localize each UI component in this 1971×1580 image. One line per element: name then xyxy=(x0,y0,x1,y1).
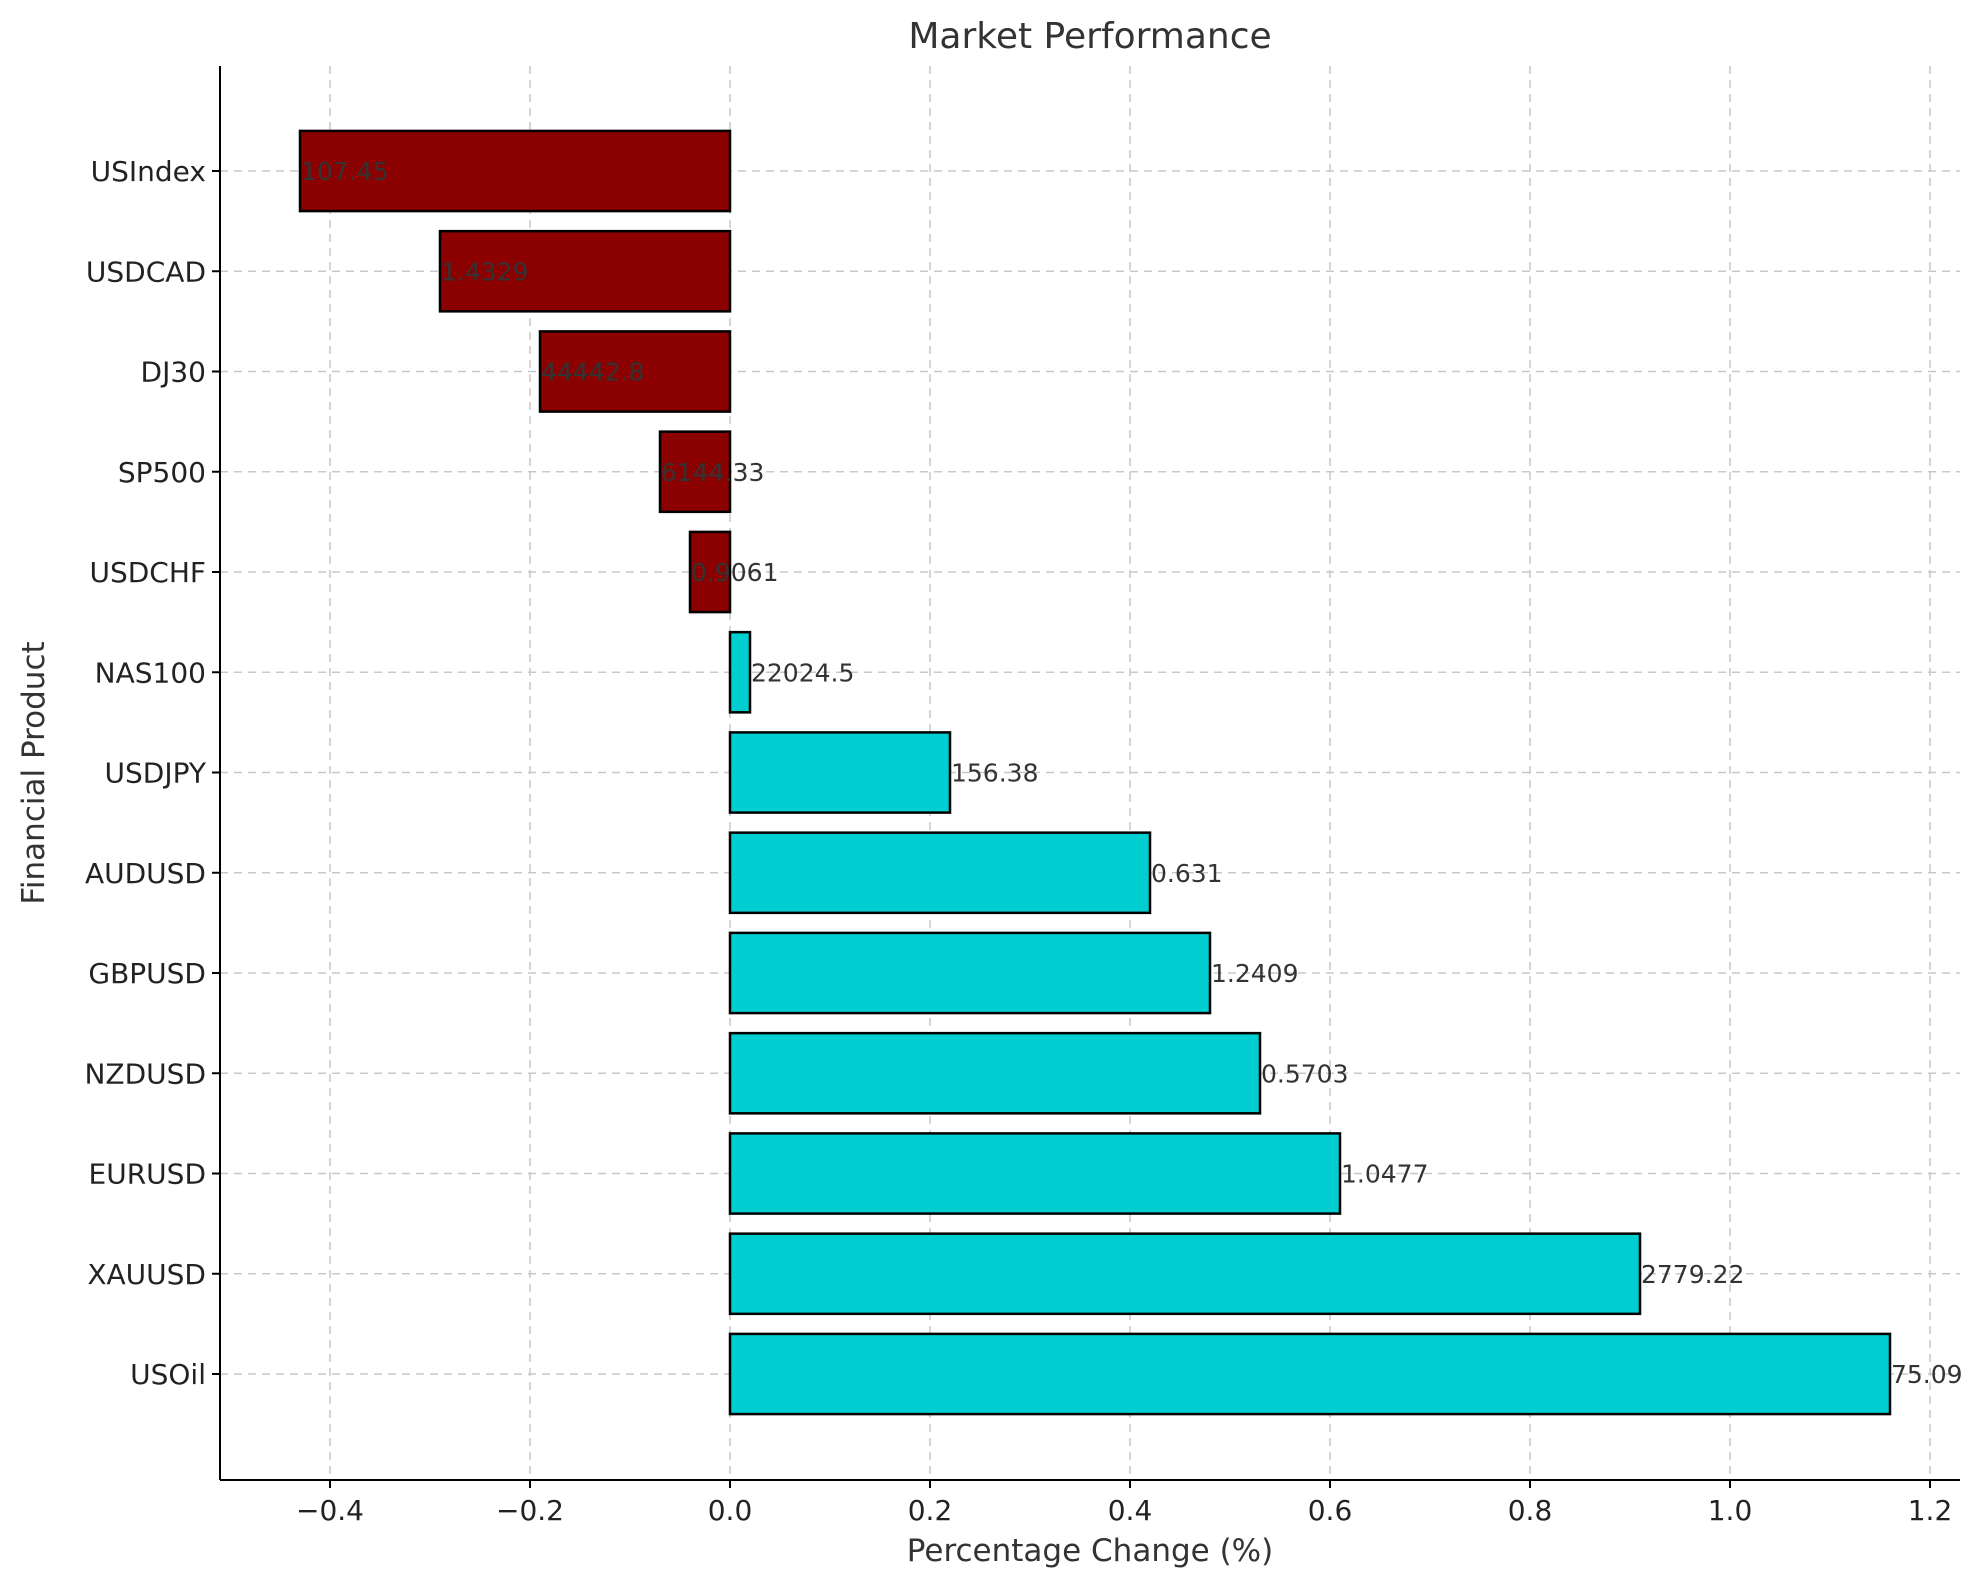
bar xyxy=(728,1031,1262,1115)
x-tick-label: 1.2 xyxy=(1908,1494,1953,1527)
data-label: 156.38 xyxy=(951,759,1038,788)
x-tick-label: −0.2 xyxy=(496,1494,564,1527)
y-tick-label: EURUSD xyxy=(89,1158,206,1191)
bar xyxy=(728,1232,1642,1316)
data-label: 22024.5 xyxy=(751,658,854,687)
bars xyxy=(298,129,1892,1416)
y-tick-label: AUDUSD xyxy=(85,857,206,890)
bar xyxy=(298,129,732,213)
bar xyxy=(728,1332,1892,1416)
y-tick-label: USDJPY xyxy=(105,757,207,790)
chart-title: Market Performance xyxy=(908,16,1271,57)
y-tick-label: USDCAD xyxy=(86,255,206,288)
data-label: 0.631 xyxy=(1151,859,1223,888)
bar xyxy=(728,630,752,714)
data-label: 1.0477 xyxy=(1341,1160,1428,1189)
y-tick-label: SP500 xyxy=(118,456,206,489)
bar xyxy=(728,1132,1342,1215)
x-tick-label: 1.0 xyxy=(1708,1494,1753,1527)
bar xyxy=(538,330,732,413)
bar xyxy=(438,229,732,313)
data-label: 6144.33 xyxy=(661,458,764,487)
bar xyxy=(728,931,1212,1015)
y-axis-label: Financial Product xyxy=(16,641,52,904)
y-tick-label: USIndex xyxy=(91,155,206,188)
data-label: 107.45 xyxy=(301,157,388,186)
y-tick-label: NZDUSD xyxy=(84,1057,206,1090)
bar xyxy=(688,530,732,614)
data-labels: 107.45 1.4329 44442.8 6144.33 0.9061 22024.5 1… xyxy=(301,157,1963,1389)
y-tick-label: XAUUSD xyxy=(87,1258,206,1291)
x-tick-label: 0.6 xyxy=(1308,1494,1353,1527)
x-tick-label: 0.0 xyxy=(708,1494,753,1527)
data-label: 0.5703 xyxy=(1261,1059,1348,1088)
data-label: 0.9061 xyxy=(691,558,778,587)
data-label: 1.4329 xyxy=(441,257,528,286)
bar xyxy=(658,430,732,514)
x-tick-label: 0.4 xyxy=(1108,1494,1153,1527)
data-label: 1.2409 xyxy=(1211,959,1298,988)
x-tick-label: 0.8 xyxy=(1508,1494,1553,1527)
bar xyxy=(728,831,1152,915)
y-tick-label: DJ30 xyxy=(141,356,206,389)
x-tick-label: 0.2 xyxy=(908,1494,953,1527)
x-axis-label: Percentage Change (%) xyxy=(907,1533,1273,1569)
axes: −0.4 −0.2 0.0 0.2 0.4 0.6 0.8 1.0 1.2 USIndex USDC… xyxy=(84,66,1960,1527)
data-label: 2779.22 xyxy=(1641,1260,1744,1289)
data-label: 75.09 xyxy=(1891,1360,1963,1389)
y-tick-label: USDCHF xyxy=(89,556,206,589)
data-label: 44442.8 xyxy=(541,358,644,387)
x-tick-label: −0.4 xyxy=(296,1494,364,1527)
bar xyxy=(728,731,952,814)
y-tick-label: USOil xyxy=(130,1358,206,1391)
y-tick-label: NAS100 xyxy=(95,656,206,689)
y-tick-label: GBPUSD xyxy=(88,957,206,990)
